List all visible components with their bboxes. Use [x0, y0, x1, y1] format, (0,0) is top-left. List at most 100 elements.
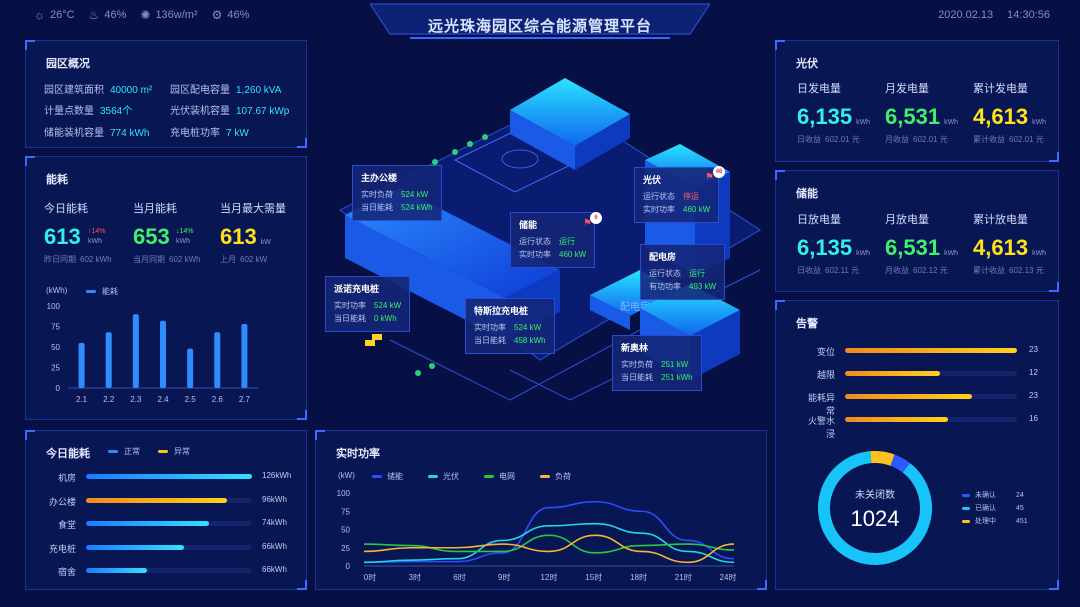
row-track — [86, 544, 252, 550]
tag-paino-charger[interactable]: 派诺充电桩 实时功率 524 kW 当日能耗 0 kWh — [325, 276, 411, 332]
row-track — [86, 568, 252, 573]
tag-xinaolin[interactable]: 新奥林 实时负荷 251 kW 当日能耗 251 kWh — [612, 335, 702, 391]
stat-label: 月发电量 — [885, 83, 929, 95]
energy-bar — [160, 320, 166, 388]
tag-tesla-charger[interactable]: 特斯拉充电桩 实时功率 524 kW 当日能耗 458 kWh — [465, 298, 555, 354]
tag-main-office[interactable]: 主办公楼 实时负荷 524 kW 当日能耗 524 kWh — [352, 165, 442, 221]
time: 14:30:56 — [1007, 9, 1050, 21]
stat-sub-value: 602.13 元 — [1009, 266, 1044, 275]
alarm-icon[interactable]: ⚑ — [583, 218, 592, 229]
stat-unit: kWh — [1032, 119, 1047, 126]
stat-unit: kWh — [856, 250, 871, 257]
alarm-value: 23 — [1029, 391, 1038, 400]
legend-swatch — [484, 475, 494, 478]
row-name: 食堂 — [57, 520, 76, 530]
stat-value: 4,613 — [973, 235, 1029, 260]
today-energy-stat: 今日能耗 613 昨日同期 602 kWh — [44, 203, 112, 264]
overview-item: 园区配电容量 1,260 kVA — [170, 85, 282, 96]
pv-stats-item: 日发电量 6,135 kWh 日收益 602.01 元 — [797, 80, 870, 145]
storage-panel: 储能 — [775, 170, 1059, 292]
legend-label: 处理中 — [975, 518, 996, 525]
legend-label: 未确认 — [975, 492, 996, 499]
alarm-track — [845, 394, 1017, 399]
today-unit: kWh — [88, 238, 102, 245]
alarm-value: 16 — [1029, 414, 1038, 423]
tree-icon — [415, 370, 421, 376]
x-tick-label: 2.3 — [130, 395, 142, 404]
y-tick-label: 100 — [47, 302, 61, 311]
stat-value: 6,531 — [885, 235, 941, 260]
row-fill — [86, 521, 209, 526]
x-tick-label: 6时 — [453, 572, 465, 582]
building-top — [510, 78, 630, 146]
tag-distribution-room[interactable]: 配电房 运行状态 运行 有功功率 493 kW — [640, 244, 726, 300]
x-tick-label: 18时 — [630, 572, 647, 582]
tag-pv[interactable]: 光伏 运行状态 停运 实时功率 460 kW — [634, 167, 720, 223]
energy-bar-chart: 100 75 50 25 0 2.1 2.2 2.3 2.4 2.5 2.6 2.7 — [47, 302, 258, 404]
alarm-name: 能耗异常 — [807, 393, 835, 416]
radiation: ✺ 136w/m² — [140, 8, 198, 22]
power-chart-legend: 储能 光伏 电网 负荷 — [372, 471, 571, 482]
legend-swatch — [86, 290, 96, 293]
x-tick-label: 2.7 — [239, 395, 251, 404]
y-tick-label: 25 — [51, 364, 60, 373]
stat-value: 6,135 — [797, 235, 853, 260]
weather-strip: ☼ 26°C ♨ 46% ✺ 136w/m² ⚙ 46% — [34, 8, 249, 22]
row-value: 66kWh — [262, 565, 287, 574]
today-energy-title: 今日能耗 — [46, 448, 90, 460]
radiation-icon: ✺ — [140, 8, 151, 22]
tree-icon — [452, 149, 458, 155]
legend-swatch — [372, 475, 382, 478]
x-tick-label: 3时 — [409, 572, 421, 582]
alarm-donut-chart — [818, 450, 932, 565]
stat-sub-label: 日收益 — [797, 266, 821, 275]
realtime-power-line-chart: 100 75 50 25 0 0时 3时 6时 9时 12时 15时 18时 21时 24时 — [337, 489, 737, 582]
pv-alarm-badge: 46 — [713, 166, 725, 178]
series-line — [363, 522, 735, 564]
x-tick-label: 2.1 — [76, 395, 88, 404]
alarm-value: 12 — [1029, 368, 1038, 377]
sun-icon: ☼ — [34, 8, 45, 22]
x-tick-label: 2.2 — [103, 395, 115, 404]
stat-sub-label: 累计收益 — [973, 135, 1005, 144]
stat-unit: kWh — [856, 119, 871, 126]
car-icon — [372, 334, 382, 340]
alarm-fill — [845, 371, 940, 376]
legend-swatch — [540, 475, 550, 478]
tree-icon — [482, 134, 488, 140]
legend-swatch — [158, 450, 168, 453]
energy-bar — [132, 314, 139, 388]
building-side — [575, 114, 630, 170]
alarm-icon[interactable]: ⚑ — [705, 172, 714, 183]
legend-label: 已确认 — [975, 505, 996, 512]
energy-chart-unit: (kWh) — [46, 286, 68, 295]
row-name: 办公楼 — [48, 496, 76, 507]
x-tick-label: 21时 — [675, 572, 692, 582]
gear-icon: ⚙ — [211, 8, 223, 22]
x-tick-label: 2.6 — [212, 395, 224, 404]
alarm-track — [845, 371, 1017, 376]
alarm-value: 23 — [1029, 345, 1038, 354]
alarm-track — [845, 417, 1017, 422]
temperature: ☼ 26°C — [34, 8, 75, 22]
x-tick-label: 12时 — [541, 572, 558, 582]
realtime-power-title: 实时功率 — [336, 448, 380, 460]
tree-icon — [429, 363, 435, 369]
tree-icon — [467, 141, 473, 147]
donut-slice — [818, 450, 932, 565]
storage-stats-item: 月放电量 6,531 kWh 月收益 602.12 元 — [885, 211, 958, 276]
building-side — [690, 310, 740, 380]
today-energy-row: 食堂 74kWh — [40, 517, 290, 531]
donut-legend-item: 未确认 24 — [962, 490, 1024, 500]
alarm-row: 火警水浸 16 — [800, 414, 1040, 439]
power-chart-ylabel: (kW) — [338, 471, 355, 480]
month-energy-stat: 当月能耗 653 当月同期 602 kWh — [133, 203, 201, 264]
tag-storage[interactable]: 储能 运行状态 运行 实时功率 460 kW — [510, 212, 596, 268]
today-energy-legend: 正常 异常 — [108, 446, 190, 457]
legend-swatch — [108, 450, 118, 453]
row-fill — [86, 544, 184, 550]
y-tick-label: 100 — [337, 489, 351, 498]
series-line — [363, 534, 735, 564]
row-name: 机房 — [57, 473, 76, 483]
alarm-name: 火警水浸 — [807, 416, 835, 439]
